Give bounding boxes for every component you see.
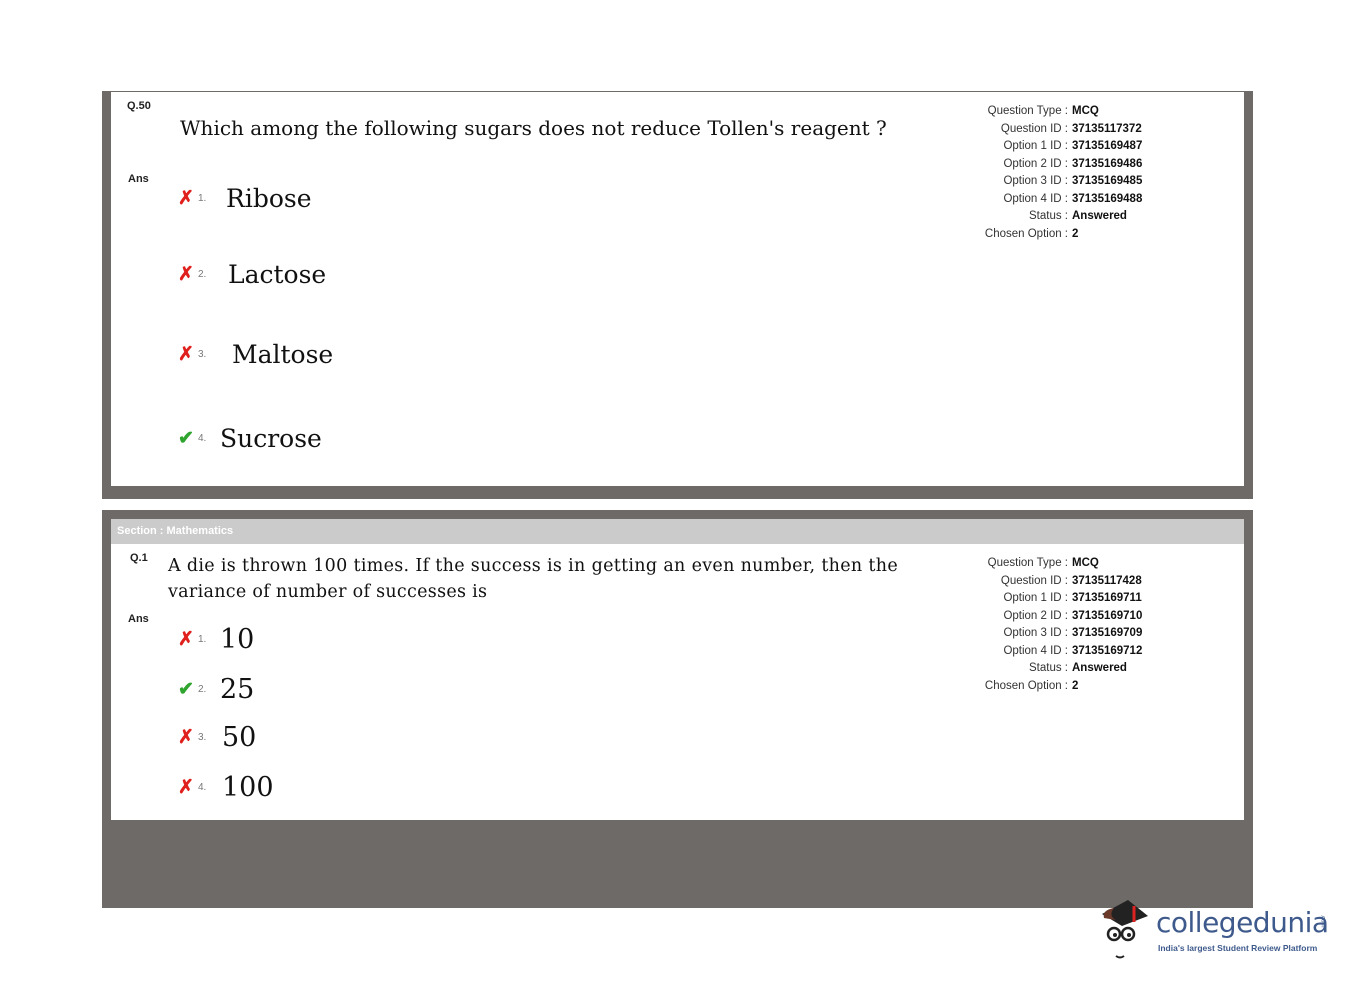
section-header: Section : Mathematics: [111, 519, 1244, 544]
meta-row: Question Type : MCQ: [954, 103, 1142, 121]
meta-key: Chosen Option :: [984, 679, 1068, 692]
collegedunia-logo: collegedunia .com India's largest Studen…: [1098, 896, 1329, 966]
option-text: 100: [222, 772, 274, 803]
logo-suffix: .com: [1319, 914, 1326, 928]
meta-row: Chosen Option : 2: [954, 678, 1142, 696]
option-number: 1.: [198, 634, 207, 645]
logo-tagline: India's largest Student Review Platform: [1158, 943, 1318, 953]
cross-icon: ✗: [178, 629, 194, 650]
option-number: 2.: [198, 269, 207, 280]
logo-name: collegedunia: [1156, 906, 1329, 939]
question-text: A die is thrown 100 times. If the succes…: [168, 556, 898, 602]
option-text: 25: [220, 674, 255, 705]
question-meta: Question Type : MCQ Question ID : 371351173…: [954, 103, 1142, 243]
meta-value: Answered: [1072, 210, 1127, 222]
meta-key: Status :: [1029, 662, 1068, 674]
meta-value: MCQ: [1072, 557, 1099, 569]
meta-row: Option 2 ID : 37135169710: [954, 608, 1142, 626]
cross-icon: ✗: [178, 264, 194, 285]
meta-key: Question ID :: [1000, 122, 1068, 135]
question-panel: [111, 92, 1244, 486]
meta-key: Question ID :: [1000, 574, 1068, 587]
cross-icon: ✗: [178, 727, 194, 748]
meta-key: Status :: [1029, 210, 1068, 222]
meta-row: Option 3 ID : 37135169485: [954, 173, 1142, 191]
question-meta: Question Type : MCQ Question ID : 371351174…: [954, 555, 1142, 695]
meta-value: 37135169710: [1072, 609, 1143, 622]
meta-key: Option 3 ID :: [1003, 175, 1068, 187]
meta-value: 37135169487: [1072, 140, 1143, 152]
option-number: 2.: [198, 684, 207, 695]
option-number: 1.: [198, 193, 207, 204]
ans-label: Ans: [128, 173, 149, 185]
meta-row: Option 1 ID : 37135169711: [954, 590, 1142, 608]
meta-value: Answered: [1072, 662, 1127, 674]
meta-key: Question Type :: [987, 557, 1068, 569]
answer-option: ✗ 3. 50: [178, 722, 256, 753]
meta-value: 37135169485: [1072, 175, 1143, 187]
meta-key: Chosen Option :: [984, 227, 1068, 240]
meta-row: Status : Answered: [954, 208, 1142, 226]
meta-row: Status : Answered: [954, 660, 1142, 678]
meta-value: 37135169712: [1072, 644, 1143, 657]
meta-row: Question ID : 37135117372: [954, 121, 1142, 139]
meta-value: 37135169709: [1072, 627, 1143, 639]
question-number: Q.1: [130, 552, 148, 564]
meta-key: Option 4 ID :: [1003, 192, 1068, 205]
option-text: 50: [222, 722, 257, 753]
answer-option: ✗ 1. Ribose: [178, 184, 312, 213]
option-number: 3.: [198, 732, 207, 743]
answer-option: ✗ 1. 10: [178, 624, 254, 655]
check-icon: ✔: [178, 428, 194, 449]
meta-key: Option 4 ID :: [1003, 644, 1068, 657]
cross-icon: ✗: [178, 777, 194, 798]
meta-key: Option 1 ID :: [1003, 592, 1068, 604]
question-number: Q.50: [127, 100, 151, 112]
meta-value: 2: [1072, 679, 1079, 692]
meta-value: 37135169488: [1072, 192, 1143, 205]
cross-icon: ✗: [178, 188, 194, 209]
mascot-icon: [1102, 900, 1148, 959]
option-text: Lactose: [228, 260, 327, 289]
meta-key: Option 3 ID :: [1003, 627, 1068, 639]
meta-key: Option 2 ID :: [1003, 157, 1068, 170]
answer-option: ✗ 2. Lactose: [178, 260, 326, 289]
check-icon: ✔: [178, 679, 194, 700]
meta-value: MCQ: [1072, 105, 1099, 117]
answer-option: ✔ 4. Sucrose: [178, 424, 322, 453]
question-text: Which among the following sugars does no…: [180, 116, 887, 140]
answer-option: ✔ 2. 25: [178, 674, 254, 705]
meta-row: Option 2 ID : 37135169486: [954, 156, 1142, 174]
meta-value: 37135169486: [1072, 157, 1143, 170]
meta-key: Option 1 ID :: [1003, 140, 1068, 152]
answer-option: ✗ 3. Maltose: [178, 340, 333, 369]
meta-row: Question Type : MCQ: [954, 555, 1142, 573]
option-text: Maltose: [232, 340, 334, 369]
meta-row: Chosen Option : 2: [954, 226, 1142, 244]
meta-value: 37135117372: [1072, 122, 1142, 135]
cross-icon: ✗: [178, 344, 194, 365]
meta-row: Option 1 ID : 37135169487: [954, 138, 1142, 156]
meta-value: 37135169711: [1072, 592, 1142, 604]
option-text: Sucrose: [220, 424, 322, 453]
option-text: Ribose: [226, 184, 312, 213]
meta-row: Option 4 ID : 37135169488: [954, 191, 1142, 209]
meta-key: Question Type :: [987, 105, 1068, 117]
option-number: 3.: [198, 349, 207, 360]
meta-key: Option 2 ID :: [1003, 609, 1068, 622]
option-number: 4.: [198, 433, 207, 444]
option-number: 4.: [198, 782, 207, 793]
ans-label: Ans: [128, 613, 149, 625]
meta-value: 2: [1072, 227, 1079, 240]
question-panel: [111, 544, 1244, 820]
answer-option: ✗ 4. 100: [178, 772, 274, 803]
meta-row: Option 4 ID : 37135169712: [954, 643, 1142, 661]
meta-row: Question ID : 37135117428: [954, 573, 1142, 591]
option-text: 10: [220, 624, 255, 655]
meta-row: Option 3 ID : 37135169709: [954, 625, 1142, 643]
meta-value: 37135117428: [1072, 574, 1142, 587]
